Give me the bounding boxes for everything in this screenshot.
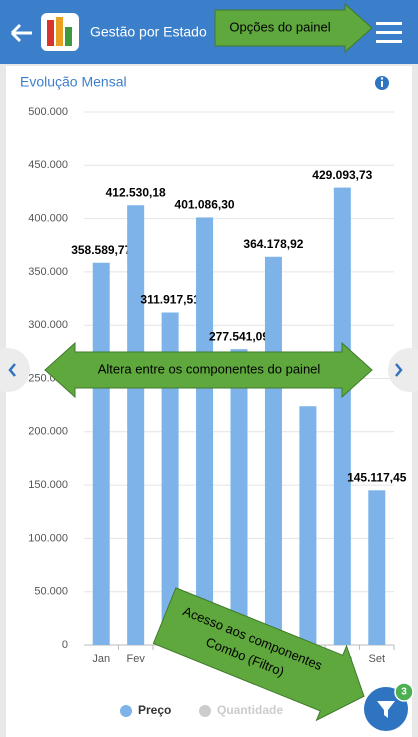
data-label: 412.530,18 (106, 185, 166, 199)
legend-label: Quantidade (217, 703, 283, 717)
prev-button[interactable] (0, 348, 30, 392)
bar (333, 187, 351, 645)
data-label: 311.917,51 (140, 293, 200, 307)
callout-options: Opções do painel (214, 2, 373, 54)
bar (264, 256, 282, 645)
legend-label: Preço (138, 703, 171, 717)
y-tick-label: 450.000 (28, 159, 68, 171)
callout-text: Altera entre os componentes do painel (98, 361, 321, 376)
callout-switch: Altera entre os componentes do painel (44, 341, 373, 399)
bar (368, 490, 386, 645)
filter-badge-count: 3 (401, 687, 407, 698)
plot: 050.000100.000150.000200.000250.000300.0… (28, 106, 407, 717)
x-tick-label: Set (369, 653, 386, 665)
x-tick-label: Fev (126, 653, 145, 665)
data-label: 277.541,09 (209, 329, 269, 343)
next-button[interactable] (388, 348, 418, 392)
bar (230, 349, 248, 645)
data-label: 429.093,73 (312, 168, 372, 182)
card-title: Evolução Mensal (20, 74, 127, 90)
y-tick-label: 50.000 (34, 586, 68, 598)
info-button[interactable] (375, 76, 389, 90)
data-label: 358.589,77 (71, 243, 131, 257)
bar (161, 312, 179, 645)
bar (299, 406, 317, 645)
y-tick-label: 400.000 (28, 213, 68, 225)
legend-swatch (120, 705, 132, 717)
bar (127, 205, 145, 645)
y-tick-label: 200.000 (28, 426, 68, 438)
bar (196, 217, 214, 645)
app-logo (41, 13, 79, 51)
y-tick-label: 350.000 (28, 266, 68, 278)
y-tick-label: 150.000 (28, 479, 68, 491)
y-tick-label: 100.000 (28, 532, 68, 544)
data-label: 145.117,45 (347, 470, 407, 484)
y-tick-label: 500.000 (28, 106, 68, 118)
filter-badge (394, 682, 414, 702)
legend-swatch (199, 705, 211, 717)
x-tick-label: Jan (92, 653, 110, 665)
back-button[interactable] (10, 23, 32, 43)
data-label: 364.178,92 (243, 237, 303, 251)
app-title: Gestão por Estado (90, 24, 207, 40)
y-tick-label: 0 (62, 639, 68, 651)
menu-button[interactable] (376, 22, 402, 43)
callout-text: Opções do painel (229, 19, 330, 34)
bar (92, 262, 110, 645)
data-label: 401.086,30 (175, 198, 235, 212)
y-tick-label: 300.000 (28, 319, 68, 331)
